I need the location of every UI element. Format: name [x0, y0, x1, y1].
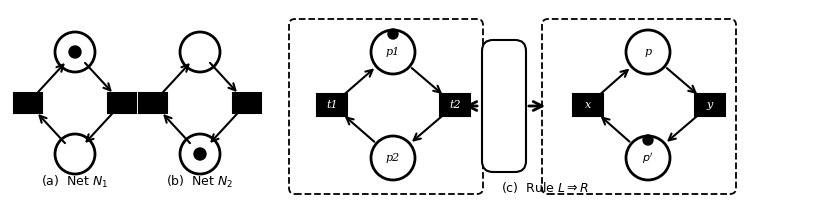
Circle shape: [69, 46, 81, 58]
Bar: [233, 93, 261, 113]
Text: y: y: [706, 100, 712, 110]
Bar: [139, 93, 166, 113]
FancyBboxPatch shape: [289, 19, 483, 194]
Circle shape: [643, 135, 652, 145]
Bar: [316, 94, 347, 116]
Bar: [694, 94, 724, 116]
Circle shape: [55, 32, 95, 72]
Circle shape: [194, 148, 205, 160]
Text: $p'$: $p'$: [642, 150, 653, 165]
Bar: [440, 94, 469, 116]
Circle shape: [388, 29, 397, 39]
Circle shape: [180, 134, 219, 174]
Circle shape: [625, 30, 669, 74]
FancyBboxPatch shape: [542, 19, 735, 194]
Circle shape: [55, 134, 95, 174]
Text: (a)  Net $N_1$: (a) Net $N_1$: [41, 174, 108, 190]
Text: t1: t1: [325, 100, 337, 110]
Text: p2: p2: [385, 153, 400, 163]
Circle shape: [625, 136, 669, 180]
Text: p1: p1: [385, 47, 400, 57]
Circle shape: [371, 30, 415, 74]
Circle shape: [371, 136, 415, 180]
Bar: [572, 94, 602, 116]
Bar: [14, 93, 42, 113]
Text: t2: t2: [449, 100, 460, 110]
Text: p: p: [643, 47, 651, 57]
Text: (b)  Net $N_2$: (b) Net $N_2$: [166, 174, 233, 190]
Bar: [108, 93, 136, 113]
Text: x: x: [585, 100, 590, 110]
Circle shape: [180, 32, 219, 72]
Text: (c)  Rule $L \Rightarrow R$: (c) Rule $L \Rightarrow R$: [500, 180, 589, 195]
FancyBboxPatch shape: [481, 40, 525, 172]
